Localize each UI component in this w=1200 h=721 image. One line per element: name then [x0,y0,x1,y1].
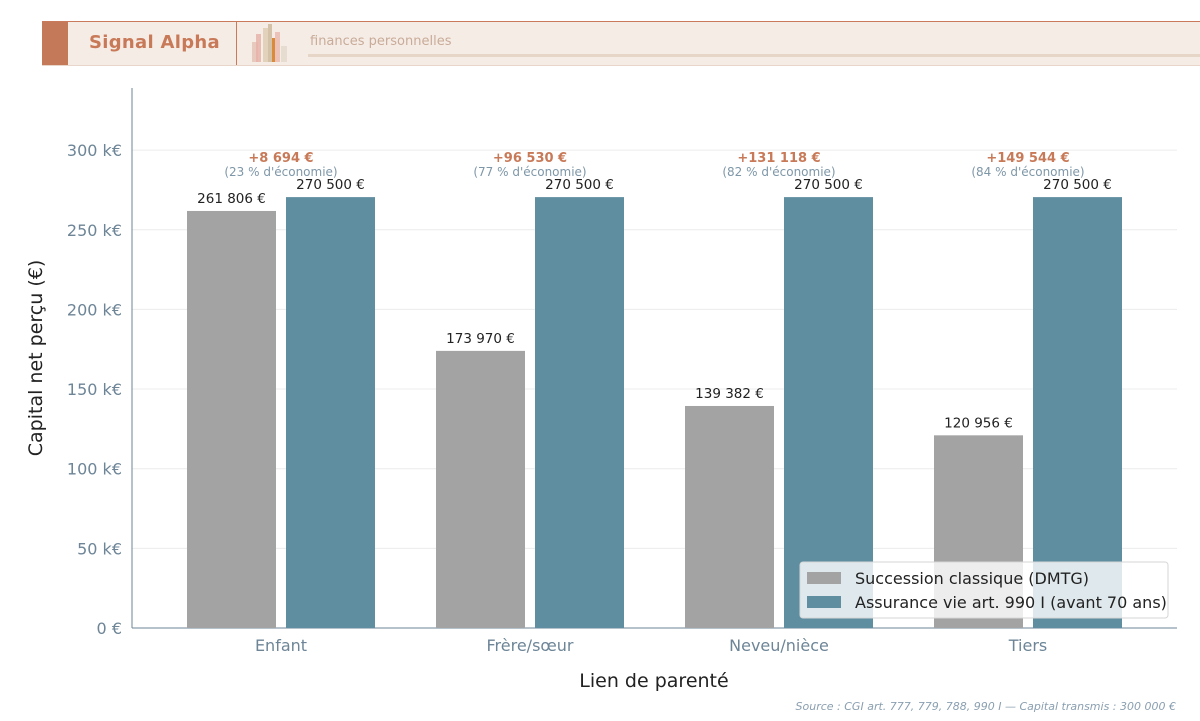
bar-classique [187,210,276,628]
y-tick-label: 250 k€ [67,221,122,240]
gain-annotation: +149 544 € [986,151,1069,166]
y-tick-label: 150 k€ [67,380,122,399]
x-tick-label: Tiers [1008,636,1047,655]
y-tick-label: 300 k€ [67,141,122,160]
tagline: finances personnelles [310,34,452,49]
savings-annotation: (82 % d'économie) [722,165,835,179]
bar-value-label: 139 382 € [695,386,764,402]
legend [799,561,1169,619]
savings-annotation: (84 % d'économie) [971,165,1084,179]
bar-value-label: 270 500 € [1043,177,1112,193]
y-tick-label: 200 k€ [67,300,122,319]
x-tick-label: Enfant [255,636,307,655]
bar-value-label: 261 806 € [197,191,266,207]
bar-assurance [1033,197,1122,628]
gain-annotation: +96 530 € [493,151,567,166]
x-axis-title: Lien de parenté [579,670,728,692]
x-tick-label: Frère/sœur [487,636,574,655]
y-tick-label: 100 k€ [67,460,122,479]
x-tick-label: Neveu/nièce [729,636,829,655]
bar-value-label: 270 500 € [545,177,614,193]
bar-assurance [784,197,873,628]
bar-value-label: 270 500 € [794,177,863,193]
bar-value-label: 270 500 € [296,177,365,193]
savings-annotation: (23 % d'économie) [224,165,337,179]
header-divider [236,22,237,65]
bar-assurance [286,197,375,628]
bar-chart-logo-icon [252,24,287,62]
bar-assurance [535,197,624,628]
y-tick-label: 50 k€ [77,539,122,558]
y-axis-title: Capital net perçu (€) [25,260,47,456]
bar-classique [436,350,525,628]
brand-block [42,22,68,65]
bar-value-label: 120 956 € [944,415,1013,431]
savings-annotation: (77 % d'économie) [473,165,586,179]
legend-label: Succession classique (DMTG) [855,569,1089,588]
legend-swatch [807,596,841,608]
brand-name[interactable]: Signal Alpha [89,32,220,53]
gain-annotation: +131 118 € [737,151,820,166]
gain-annotation: +8 694 € [248,151,313,166]
legend-swatch [807,572,841,584]
y-tick-label: 0 € [97,619,122,638]
legend-label: Assurance vie art. 990 I (avant 70 ans) [855,593,1167,612]
site-header: Signal Alpha finances personnelles [42,21,1200,66]
tagline-rule [308,54,1200,57]
source-note: Source : CGI art. 777, 779, 788, 990 I —… [795,700,1176,713]
bar-classique [685,405,774,628]
bar-value-label: 173 970 € [446,331,515,347]
